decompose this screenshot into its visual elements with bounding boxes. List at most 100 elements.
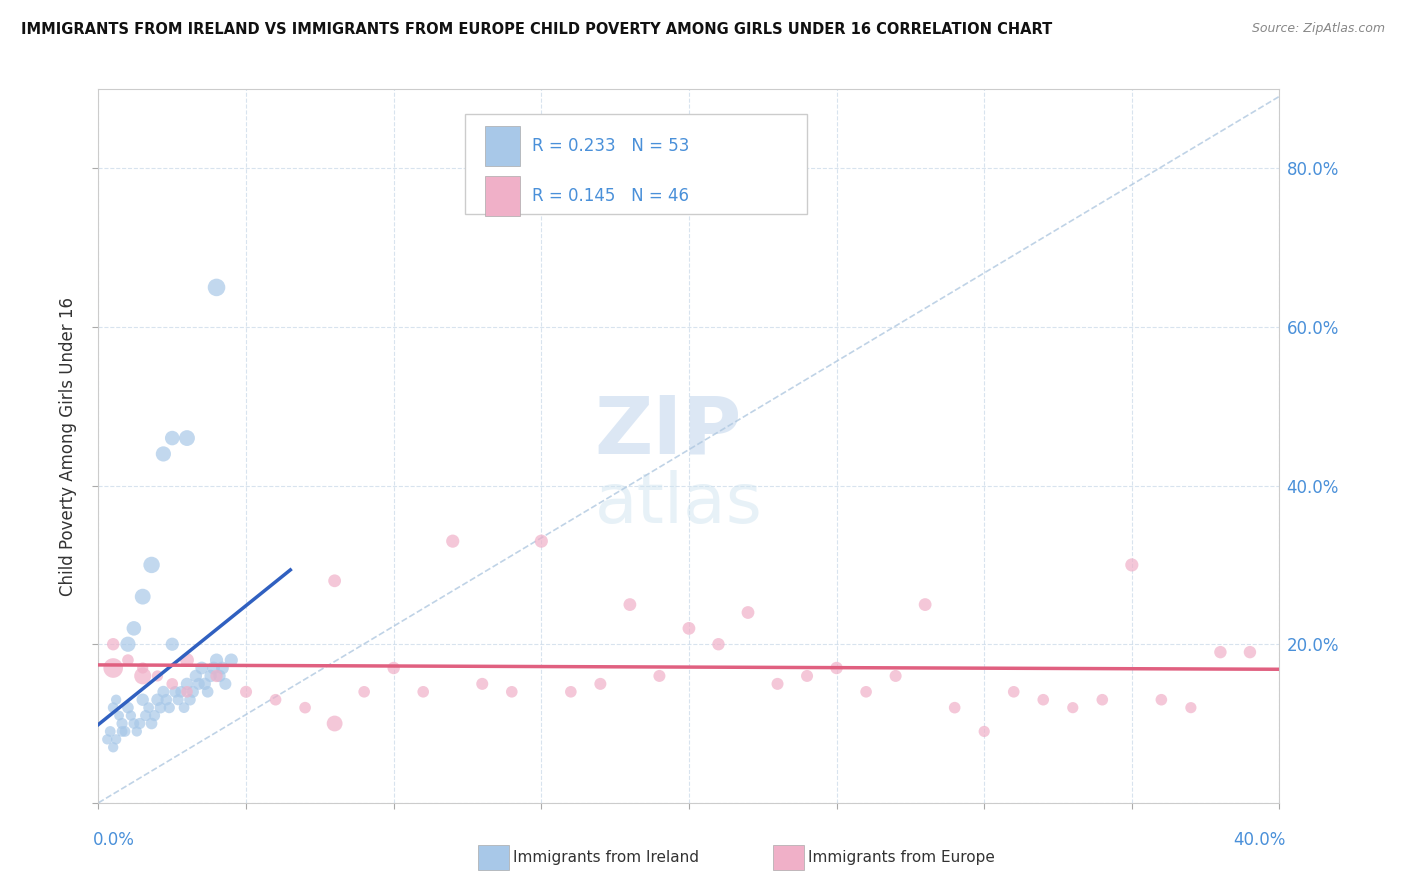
Point — [135, 708, 157, 723]
Point — [205, 669, 228, 683]
Point — [122, 621, 145, 635]
Point — [128, 716, 150, 731]
Point — [205, 280, 228, 294]
Point — [162, 637, 183, 651]
Point — [501, 685, 523, 699]
Point — [162, 677, 183, 691]
Point — [103, 740, 125, 755]
Text: Immigrants from Europe: Immigrants from Europe — [808, 850, 995, 864]
Point — [114, 724, 136, 739]
Point — [170, 685, 193, 699]
Point — [187, 677, 209, 691]
Point — [105, 732, 128, 747]
Point — [181, 685, 204, 699]
Text: IMMIGRANTS FROM IRELAND VS IMMIGRANTS FROM EUROPE CHILD POVERTY AMONG GIRLS UNDE: IMMIGRANTS FROM IRELAND VS IMMIGRANTS FR… — [21, 22, 1052, 37]
Point — [208, 669, 231, 683]
Point — [323, 574, 346, 588]
Point — [117, 700, 139, 714]
Point — [235, 685, 257, 699]
Point — [973, 724, 995, 739]
Point — [149, 700, 172, 714]
Point — [176, 677, 198, 691]
Point — [165, 685, 187, 699]
Point — [141, 558, 163, 572]
Point — [1209, 645, 1232, 659]
Point — [471, 677, 494, 691]
FancyBboxPatch shape — [485, 127, 520, 166]
Point — [103, 700, 125, 714]
Point — [108, 708, 131, 723]
Point — [98, 724, 121, 739]
Point — [202, 661, 225, 675]
Point — [884, 669, 907, 683]
Point — [619, 598, 641, 612]
Point — [737, 606, 759, 620]
Point — [132, 661, 155, 675]
Point — [1121, 558, 1143, 572]
Point — [96, 732, 118, 747]
Point — [1032, 692, 1054, 706]
Point — [152, 447, 174, 461]
Point — [184, 669, 207, 683]
Point — [648, 669, 671, 683]
Text: atlas: atlas — [595, 469, 762, 537]
Point — [179, 692, 201, 706]
FancyBboxPatch shape — [464, 114, 807, 214]
Point — [120, 708, 142, 723]
Text: R = 0.145   N = 46: R = 0.145 N = 46 — [531, 187, 689, 205]
Point — [943, 700, 966, 714]
Point — [560, 685, 582, 699]
Point — [111, 724, 134, 739]
Point — [914, 598, 936, 612]
Point — [117, 637, 139, 651]
Point — [589, 677, 612, 691]
Point — [205, 653, 228, 667]
Text: 0.0%: 0.0% — [93, 831, 135, 849]
Y-axis label: Child Poverty Among Girls Under 16: Child Poverty Among Girls Under 16 — [59, 296, 77, 596]
Point — [412, 685, 434, 699]
Point — [1239, 645, 1261, 659]
Text: Source: ZipAtlas.com: Source: ZipAtlas.com — [1251, 22, 1385, 36]
Point — [678, 621, 700, 635]
Point — [294, 700, 316, 714]
Point — [1180, 700, 1202, 714]
Point — [176, 653, 198, 667]
Point — [138, 700, 160, 714]
Point — [111, 716, 134, 731]
Text: R = 0.233   N = 53: R = 0.233 N = 53 — [531, 137, 689, 155]
Point — [796, 669, 818, 683]
Point — [103, 661, 125, 675]
Point — [125, 724, 148, 739]
Point — [1150, 692, 1173, 706]
Point — [141, 716, 163, 731]
Point — [323, 716, 346, 731]
Point — [143, 708, 166, 723]
Point — [162, 431, 183, 445]
Point — [194, 677, 217, 691]
Point — [103, 637, 125, 651]
Point — [530, 534, 553, 549]
Point — [176, 431, 198, 445]
Point — [146, 669, 169, 683]
Point — [167, 692, 190, 706]
Point — [122, 716, 145, 731]
Point — [825, 661, 848, 675]
Point — [264, 692, 287, 706]
Point — [173, 700, 195, 714]
Point — [132, 692, 155, 706]
Point — [1002, 685, 1025, 699]
Point — [157, 700, 180, 714]
Point — [1062, 700, 1084, 714]
Point — [146, 692, 169, 706]
Point — [191, 661, 214, 675]
Point — [766, 677, 789, 691]
Point — [382, 661, 405, 675]
Point — [200, 669, 222, 683]
Text: Immigrants from Ireland: Immigrants from Ireland — [513, 850, 699, 864]
Point — [132, 669, 155, 683]
Point — [1091, 692, 1114, 706]
FancyBboxPatch shape — [485, 177, 520, 216]
Text: 40.0%: 40.0% — [1233, 831, 1285, 849]
Point — [353, 685, 375, 699]
Point — [211, 661, 233, 675]
